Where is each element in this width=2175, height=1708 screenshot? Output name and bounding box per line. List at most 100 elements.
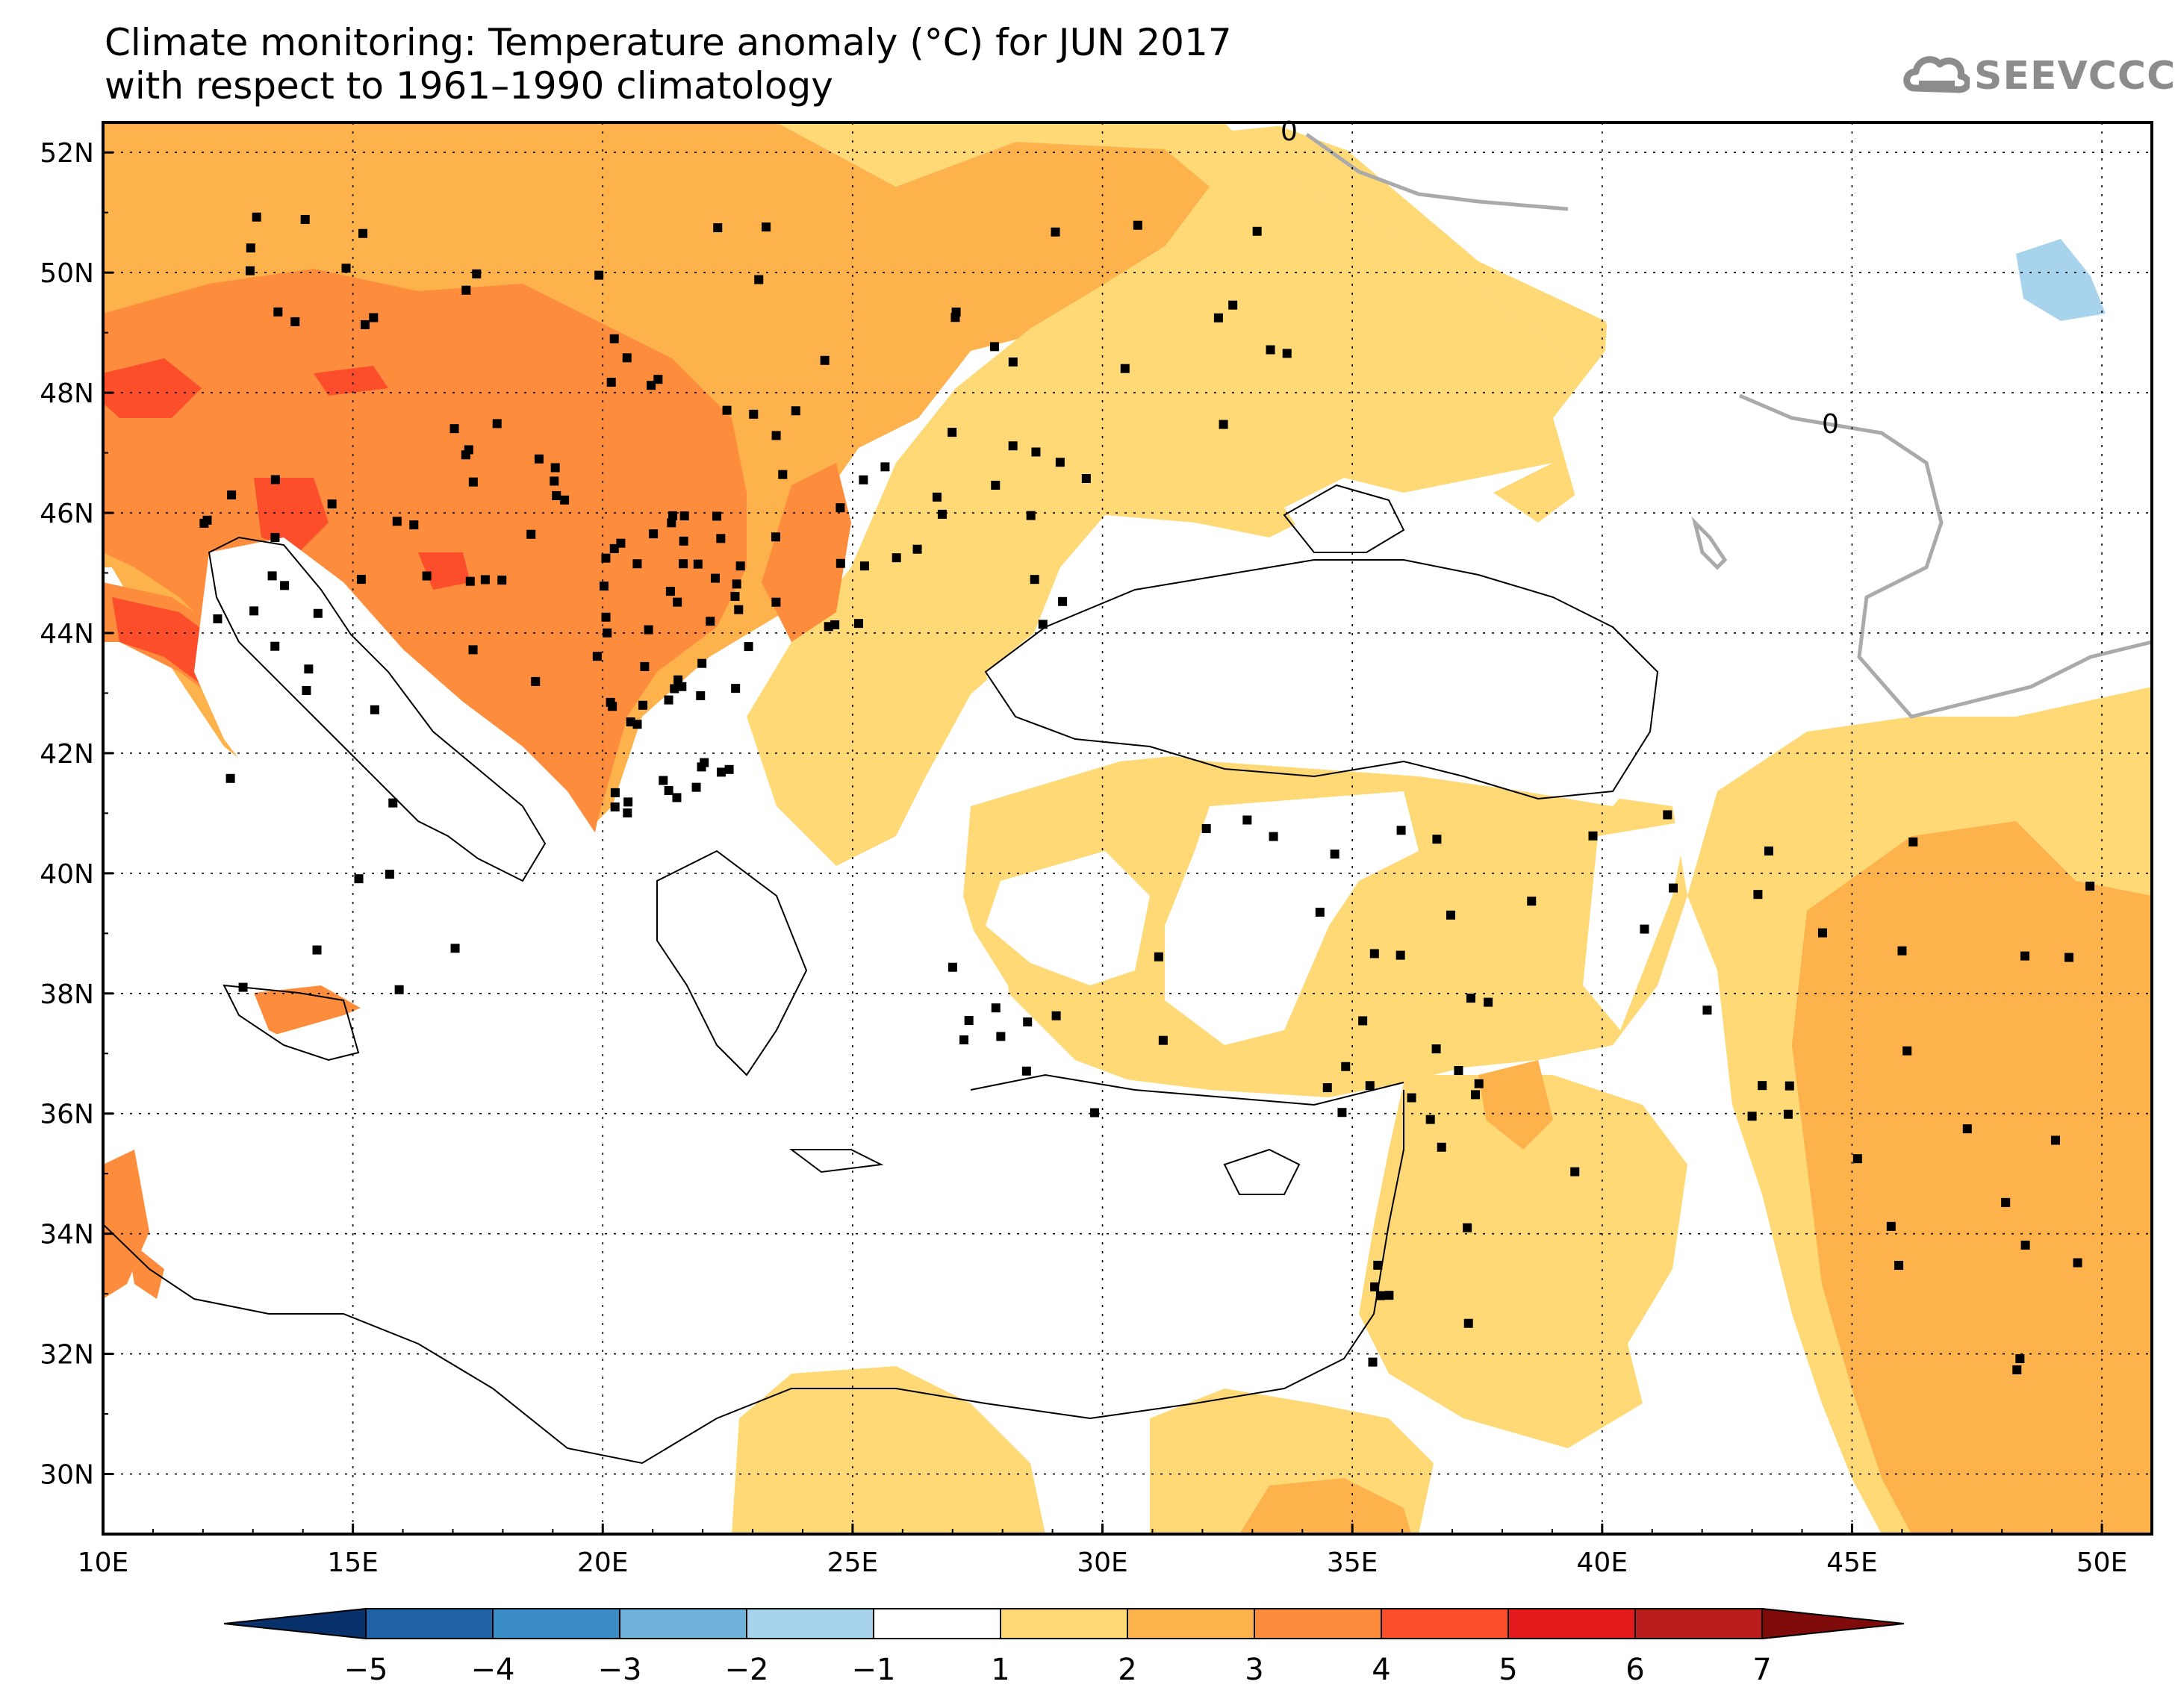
colorbar-label: 1: [991, 1653, 1009, 1687]
station-marker: [1158, 1035, 1168, 1045]
station-marker: [603, 628, 612, 638]
station-marker: [665, 587, 675, 596]
station-marker: [1902, 1046, 1912, 1056]
station-marker: [693, 559, 703, 569]
station-marker: [1365, 1081, 1375, 1091]
colorbar-segment: [873, 1608, 1001, 1639]
station-marker: [1454, 1066, 1463, 1076]
station-marker: [312, 945, 322, 955]
y-tick-label: 40N: [40, 859, 94, 890]
colorbar-label: −4: [471, 1653, 515, 1687]
station-marker: [2073, 1258, 2082, 1268]
station-marker: [552, 490, 561, 500]
station-marker: [1437, 1142, 1446, 1152]
seevccc-logo: SEEVCCC: [1902, 46, 2175, 106]
map-title-line2: with respect to 1961–1990 climatology: [105, 64, 833, 107]
station-marker: [859, 475, 868, 484]
y-tick-label: 30N: [40, 1460, 94, 1491]
station-marker: [667, 518, 676, 528]
y-tick-label: 36N: [40, 1100, 94, 1130]
station-marker: [227, 490, 237, 500]
colorbar: −5 −4 −3 −2 −1 1 2 3 4 5 6 7: [223, 1607, 1905, 1687]
station-marker: [304, 664, 314, 674]
y-tick-label: 34N: [40, 1220, 94, 1250]
y-tick-label: 50N: [40, 258, 94, 289]
station-marker: [1471, 1090, 1481, 1100]
station-marker: [610, 788, 620, 797]
station-marker: [836, 558, 845, 568]
station-marker: [1031, 447, 1041, 457]
station-marker: [836, 503, 845, 513]
colorbar-extend-low: [223, 1607, 367, 1640]
station-marker: [859, 561, 869, 571]
colorbar-label: 2: [1118, 1653, 1136, 1687]
colorbar-segment: [492, 1608, 620, 1639]
station-marker: [290, 317, 300, 326]
station-marker: [1120, 364, 1130, 373]
station-marker: [2050, 1135, 2060, 1145]
station-marker: [644, 625, 653, 635]
x-tick-label: 15E: [327, 1548, 379, 1578]
station-marker: [422, 571, 432, 581]
station-marker: [1030, 575, 1039, 585]
station-marker: [280, 581, 290, 590]
station-marker: [948, 962, 957, 972]
station-marker: [1358, 1016, 1368, 1026]
station-marker: [468, 477, 478, 487]
colorbar-label: −2: [725, 1653, 769, 1687]
y-tick-label: 48N: [40, 378, 94, 409]
station-marker: [937, 509, 947, 519]
station-marker: [697, 658, 707, 668]
station-marker: [830, 620, 840, 629]
station-marker: [820, 355, 830, 365]
station-marker: [1322, 1083, 1332, 1093]
station-marker: [1484, 997, 1493, 1007]
station-marker: [497, 576, 507, 585]
station-marker: [722, 405, 732, 415]
station-marker: [1764, 846, 1773, 855]
station-marker: [632, 559, 642, 569]
station-marker: [1201, 823, 1211, 833]
x-tick-label: 25E: [827, 1548, 879, 1578]
station-marker: [706, 617, 715, 626]
station-marker: [550, 463, 560, 473]
station-marker: [270, 641, 280, 651]
station-marker: [1785, 1081, 1794, 1091]
station-marker: [461, 450, 470, 460]
station-marker: [892, 553, 901, 563]
station-marker: [1407, 1093, 1416, 1103]
station-marker: [964, 1016, 974, 1026]
station-marker: [1747, 1112, 1757, 1121]
station-marker: [300, 214, 310, 224]
station-marker: [948, 428, 957, 437]
station-marker: [664, 695, 673, 705]
colorbar-label: 6: [1625, 1653, 1644, 1687]
y-tick-label: 32N: [40, 1340, 94, 1371]
colorbar-segment: [746, 1608, 874, 1639]
y-axis: 52N 50N 48N 46N 44N 42N 40N 38N 36N 34N 32N 30N: [40, 138, 113, 1535]
x-tick-label: 45E: [1826, 1548, 1878, 1578]
station-marker: [668, 511, 678, 520]
station-marker: [1384, 1291, 1394, 1300]
station-marker: [959, 1035, 969, 1045]
y-tick-label: 38N: [40, 979, 94, 1010]
station-marker: [267, 571, 277, 581]
station-marker: [1213, 313, 1223, 322]
station-marker: [640, 661, 650, 671]
station-marker: [388, 798, 398, 808]
station-marker: [1089, 1108, 1099, 1118]
station-marker: [1894, 1261, 1904, 1271]
station-marker: [601, 553, 611, 563]
station-marker: [679, 536, 688, 546]
station-marker: [691, 782, 701, 792]
colorbar-extend-high: [1761, 1607, 1905, 1640]
station-marker: [1368, 1357, 1378, 1367]
station-marker: [392, 517, 402, 526]
station-marker: [1008, 357, 1018, 367]
station-marker: [465, 576, 475, 586]
station-marker: [252, 212, 261, 222]
x-tick-label: 20E: [577, 1548, 629, 1578]
station-marker: [1370, 1282, 1380, 1291]
station-marker: [1154, 952, 1163, 961]
